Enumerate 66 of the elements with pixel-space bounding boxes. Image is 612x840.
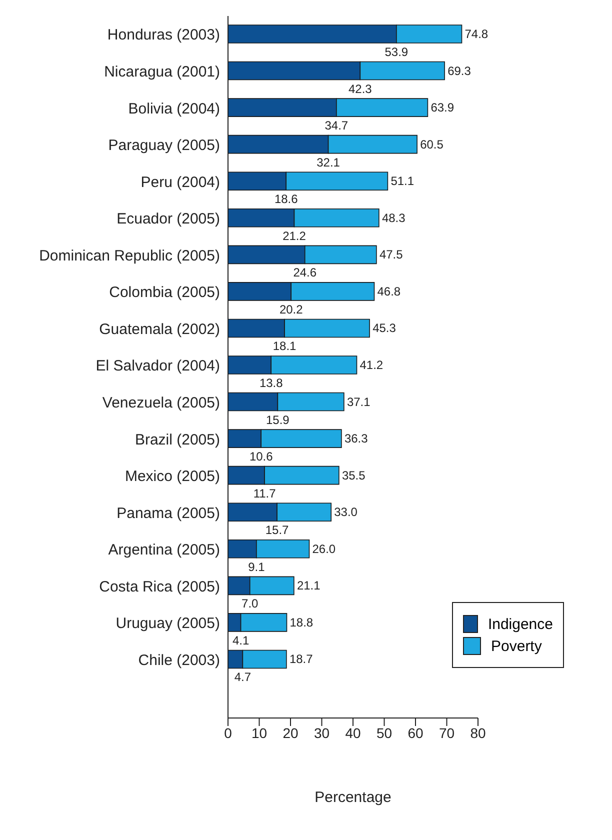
y-tick-label: Panama (2005)	[116, 504, 220, 522]
data-label: 9.1	[248, 560, 266, 574]
y-tick-label: Ecuador (2005)	[116, 210, 220, 228]
legend-label: Indigence	[488, 616, 553, 632]
data-label: 7.0	[242, 596, 259, 611]
data-label: 20.2	[279, 302, 304, 316]
data-label: 18.6	[274, 192, 298, 206]
data-label: 34.7	[324, 118, 348, 133]
data-label: 21.2	[282, 228, 306, 243]
x-tick-label: 0	[224, 724, 232, 741]
y-tick-label: Venezuela (2005)	[102, 394, 220, 412]
y-tick-label: Paraguay (2005)	[108, 137, 220, 154]
data-label: 18.1	[272, 339, 297, 354]
y-tick-label: El Salvador (2004)	[96, 358, 220, 375]
total-label: 69.3	[448, 64, 472, 78]
y-tick-label: Guatemala (2002)	[99, 320, 220, 338]
total-label: 26.0	[312, 542, 336, 556]
total-label: 74.8	[464, 27, 488, 41]
total-label: 46.8	[377, 284, 401, 298]
total-label: 41.2	[360, 358, 384, 372]
total-label: 35.5	[342, 468, 366, 482]
x-tick-label: 50	[376, 724, 392, 741]
total-label: 18.7	[289, 652, 314, 666]
x-tick-label: 20	[282, 724, 298, 741]
x-tick-label: 40	[345, 724, 361, 741]
data-label: 32.1	[316, 155, 340, 170]
y-tick-label: Nicaragua (2001)	[104, 63, 220, 80]
x-tick-label: 80	[470, 724, 486, 741]
legend-label: Poverty	[491, 638, 542, 654]
data-label: 15.9	[266, 412, 290, 427]
data-label: 15.7	[265, 523, 290, 538]
data-label: 42.3	[348, 82, 372, 96]
total-label: 48.3	[382, 210, 406, 225]
y-tick-label: Costa Rica (2005)	[99, 578, 220, 596]
data-label: 11.7	[253, 486, 276, 500]
total-label: 21.1	[296, 578, 321, 593]
total-label: 63.9	[430, 100, 454, 115]
y-tick-label: Mexico (2005)	[124, 468, 220, 486]
y-tick-label: Colombia (2005)	[109, 284, 220, 302]
total-label: 45.3	[372, 321, 396, 336]
total-label: 51.1	[390, 174, 414, 188]
x-tick-label: 10	[251, 724, 268, 741]
x-tick-label: 70	[438, 724, 455, 741]
x-axis-title: Percentage	[314, 789, 392, 806]
data-label: 13.8	[259, 376, 284, 390]
y-tick-label: Uruguay (2005)	[116, 615, 220, 632]
y-tick-label: Brazil (2005)	[134, 431, 220, 448]
total-label: 47.5	[379, 248, 404, 262]
x-tick-label: 60	[408, 724, 424, 741]
data-label: 4.7	[234, 670, 252, 684]
y-tick-label: Chile (2003)	[138, 652, 220, 669]
total-label: 33.0	[334, 505, 358, 520]
total-label: 60.5	[420, 137, 444, 152]
data-label: 4.1	[232, 633, 250, 648]
y-tick-label: Argentina (2005)	[108, 542, 220, 559]
total-label: 37.1	[346, 394, 371, 409]
x-tick-label: 30	[314, 724, 330, 741]
y-tick-label: Bolivia (2004)	[128, 100, 220, 118]
y-tick-label: Honduras (2003)	[107, 26, 220, 44]
y-tick-label: Dominican Republic (2005)	[39, 247, 220, 264]
data-label: 24.6	[293, 266, 317, 280]
total-label: 18.8	[290, 615, 314, 630]
y-tick-label: Peru (2004)	[140, 174, 220, 191]
data-label: 53.9	[384, 45, 408, 59]
total-label: 36.3	[344, 432, 368, 446]
data-label: 10.6	[249, 450, 274, 464]
